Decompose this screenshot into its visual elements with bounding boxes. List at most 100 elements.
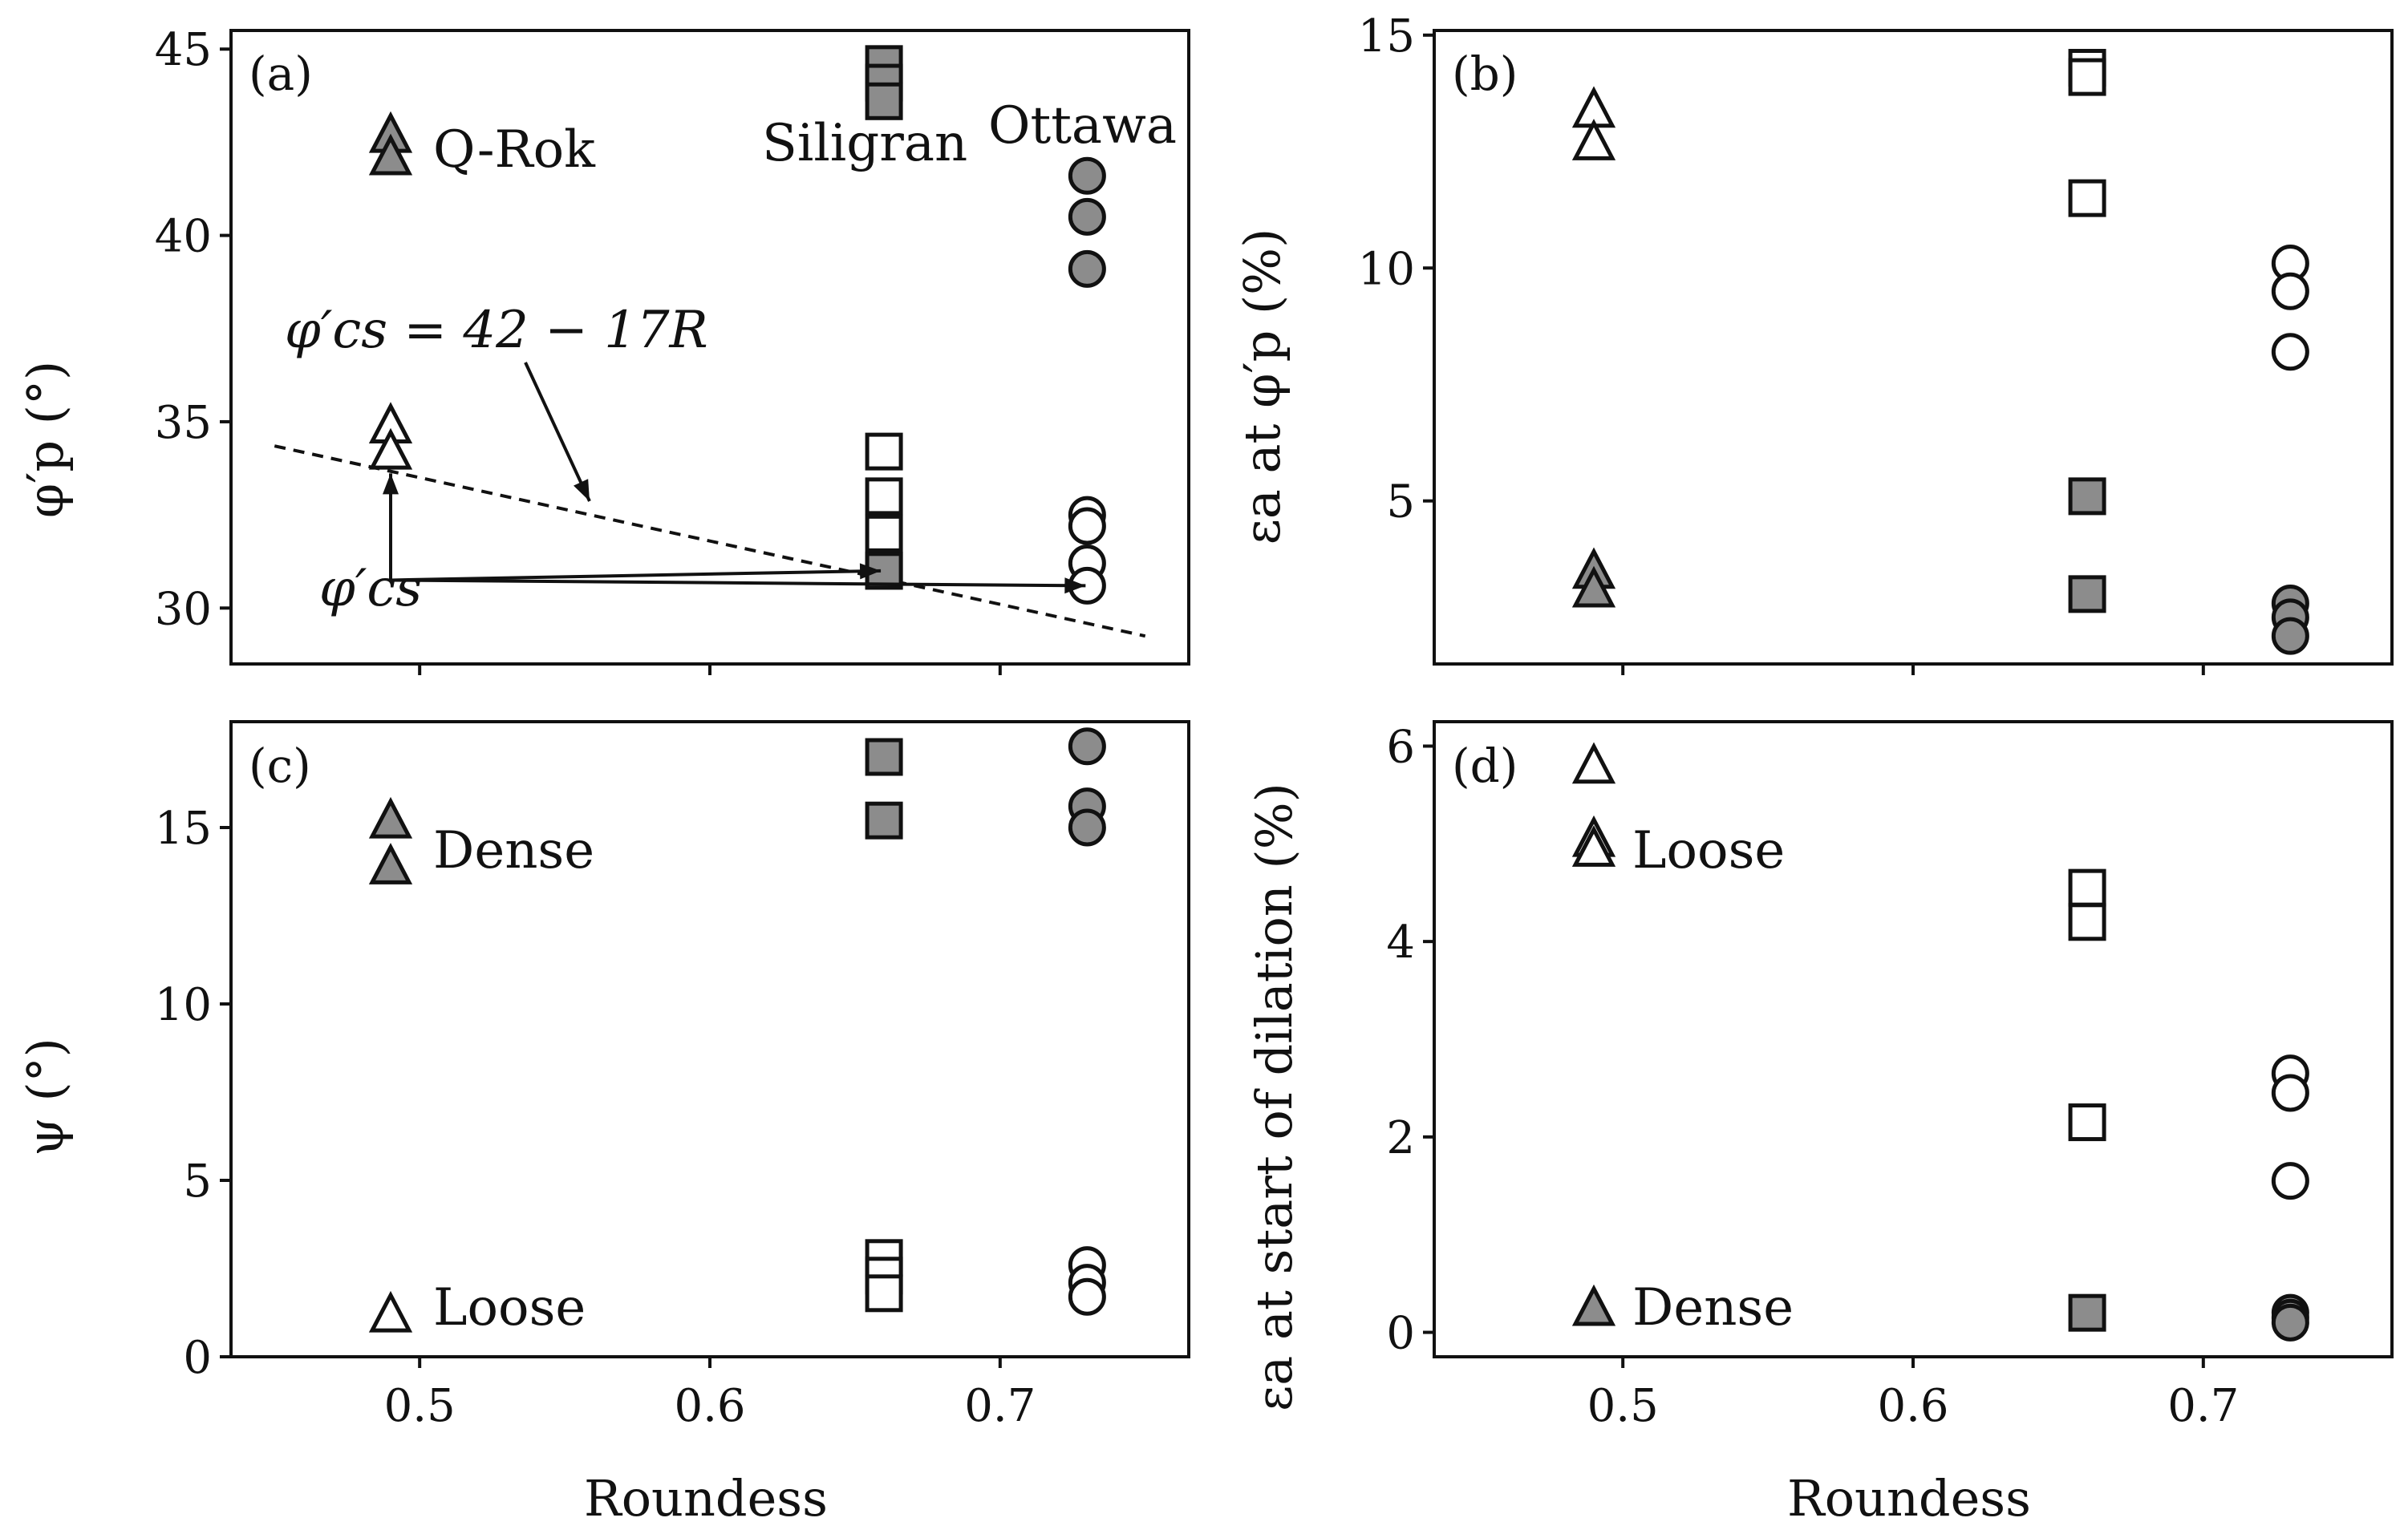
panel-a-label: (a) — [249, 47, 313, 101]
label-dense-d: Dense — [1632, 1278, 1794, 1338]
y-tick-label: 10 — [155, 979, 212, 1031]
point-a-s2-2 — [865, 82, 903, 120]
point-d-s1-0 — [1571, 1284, 1616, 1326]
panel-d-ylabel: εa at start of dilation (%) — [1245, 783, 1303, 1411]
label-siligran: Siligran — [762, 114, 967, 173]
point-b-s5-2 — [2271, 617, 2309, 655]
point-d-s2-2 — [2068, 1103, 2106, 1142]
panel-d-label: (d) — [1452, 739, 1518, 793]
point-c-s3-2 — [865, 1274, 903, 1313]
panel-d: (d) εa at start of dilation (%) Roundess… — [1245, 720, 2394, 1528]
point-a-s1-1 — [368, 427, 413, 470]
point-c-s4-2 — [1068, 808, 1106, 847]
point-b-s4-2 — [2271, 333, 2309, 371]
label-dense-c: Dense — [433, 821, 594, 880]
label-loose-c: Loose — [433, 1278, 586, 1338]
svg-text:εa at φ′p (%): εa at φ′p (%) — [1233, 229, 1291, 545]
fit-equation: φ′cs = 42 − 17R — [285, 301, 708, 360]
y-tick-label: 4 — [1386, 917, 1415, 969]
point-c-s2-0 — [865, 738, 903, 776]
point-b-s3-0 — [2068, 477, 2106, 516]
x-tick-label: 0.7 — [964, 1380, 1036, 1432]
point-b-s2-1 — [2068, 58, 2106, 96]
panel-b-ylabel: εa at φ′p (%) — [1233, 229, 1291, 545]
panel-a-ylabel: φ′p (°) — [16, 361, 75, 518]
fit-arrow-shaft — [524, 362, 591, 502]
y-tick-label: 2 — [1386, 1112, 1415, 1164]
x-tick-label: 0.5 — [1587, 1380, 1659, 1432]
fit-line — [274, 444, 1146, 638]
point-d-s2-1 — [2068, 903, 2106, 941]
point-a-s5-0 — [1068, 156, 1106, 195]
y-tick-label: 45 — [155, 24, 212, 76]
point-d-s5-2 — [2271, 1303, 2309, 1342]
label-q-rok: Q-Rok — [433, 120, 596, 180]
svg-text:εa at start of dilation (%): εa at start of dilation (%) — [1245, 783, 1303, 1411]
point-a-s3-0 — [865, 432, 903, 471]
panel-c-ylabel: ψ (°) — [16, 1038, 75, 1156]
point-d-s0-2 — [1571, 825, 1616, 867]
panel-a: (a) φ′p (°) 30 35 40 45 Q-Rok Siligran Ottawa φ… — [16, 24, 1190, 675]
point-b-s0-1 — [1571, 119, 1616, 160]
x-tick-label: 0.5 — [384, 1380, 456, 1432]
plot-frame — [1433, 720, 2394, 1358]
point-a-s5-1 — [1068, 197, 1106, 236]
panel-c-ylabel-text: ψ (°) — [16, 1038, 75, 1156]
cs-arrow-siligran-shaft — [390, 569, 882, 582]
panel-c-label: (c) — [249, 739, 311, 793]
y-tick-label: 0 — [183, 1332, 212, 1384]
point-b-s3-1 — [2068, 575, 2106, 613]
x-tick-label: 0.7 — [2167, 1380, 2239, 1432]
cs-label: φ′cs — [319, 559, 422, 618]
point-d-s2-0 — [2068, 868, 2106, 907]
y-tick-label: 5 — [1386, 476, 1415, 528]
point-b-s4-1 — [2271, 272, 2309, 310]
cs-arrow-ottawa-shaft — [390, 578, 1086, 588]
label-ottawa: Ottawa — [988, 96, 1177, 156]
y-tick-label: 10 — [1358, 243, 1415, 295]
point-a-s5-2 — [1068, 249, 1106, 288]
point-c-s4-0 — [1068, 727, 1106, 766]
x-tick-label: 0.6 — [674, 1380, 745, 1432]
point-c-s5-2 — [1068, 1277, 1106, 1316]
y-tick-label: 15 — [1358, 10, 1415, 63]
cs-arrow-ottawa-head — [1064, 577, 1086, 594]
panel-d-ylabel-text: εa at start of dilation (%) — [1245, 783, 1303, 1411]
point-d-s4-1 — [2271, 1074, 2309, 1112]
y-tick-label: 30 — [155, 583, 212, 635]
y-tick-label: 0 — [1386, 1308, 1415, 1360]
point-a-s3-2 — [865, 514, 903, 552]
panel-d-xlabel: Roundess — [1787, 1469, 2031, 1528]
x-tick-label: 0.6 — [1877, 1380, 1948, 1432]
panel-b-label: (b) — [1452, 47, 1518, 101]
panel-c: (c) ψ (°) Roundess 0 5 10 15 0.5 0.6 0.7 Dense L… — [16, 720, 1190, 1528]
point-b-s2-2 — [2068, 179, 2106, 217]
y-tick-label: 40 — [155, 211, 212, 263]
plot-frame — [229, 720, 1190, 1358]
panel-c-xlabel: Roundess — [584, 1469, 828, 1528]
svg-text:ψ (°): ψ (°) — [16, 1038, 75, 1156]
cs-arrow-siligran-head — [859, 563, 882, 580]
y-tick-label: 15 — [155, 803, 212, 855]
fit-arrow-head — [574, 479, 590, 501]
point-c-s0-0 — [368, 796, 413, 839]
point-b-s1-1 — [1571, 565, 1616, 608]
point-d-s4-2 — [2271, 1162, 2309, 1200]
point-c-s0-1 — [368, 843, 413, 884]
point-a-s0-1 — [368, 133, 413, 176]
point-a-s6-1 — [1068, 507, 1106, 545]
point-c-s1-0 — [368, 1290, 413, 1333]
svg-text:φ′p (°): φ′p (°) — [16, 361, 75, 518]
y-tick-label: 6 — [1386, 721, 1415, 773]
panel-b-ylabel-text: εa at φ′p (%) — [1233, 229, 1291, 545]
point-c-s2-1 — [865, 801, 903, 840]
panel-a-ylabel-text: φ′p (°) — [16, 361, 75, 518]
point-d-s0-0 — [1571, 742, 1616, 784]
point-d-s3-0 — [2068, 1293, 2106, 1332]
y-tick-label: 5 — [183, 1156, 212, 1208]
point-a-s3-1 — [865, 477, 903, 516]
label-loose-d: Loose — [1632, 821, 1785, 880]
cs-arrow-qrok-head — [383, 473, 399, 495]
y-tick-label: 35 — [155, 397, 212, 449]
